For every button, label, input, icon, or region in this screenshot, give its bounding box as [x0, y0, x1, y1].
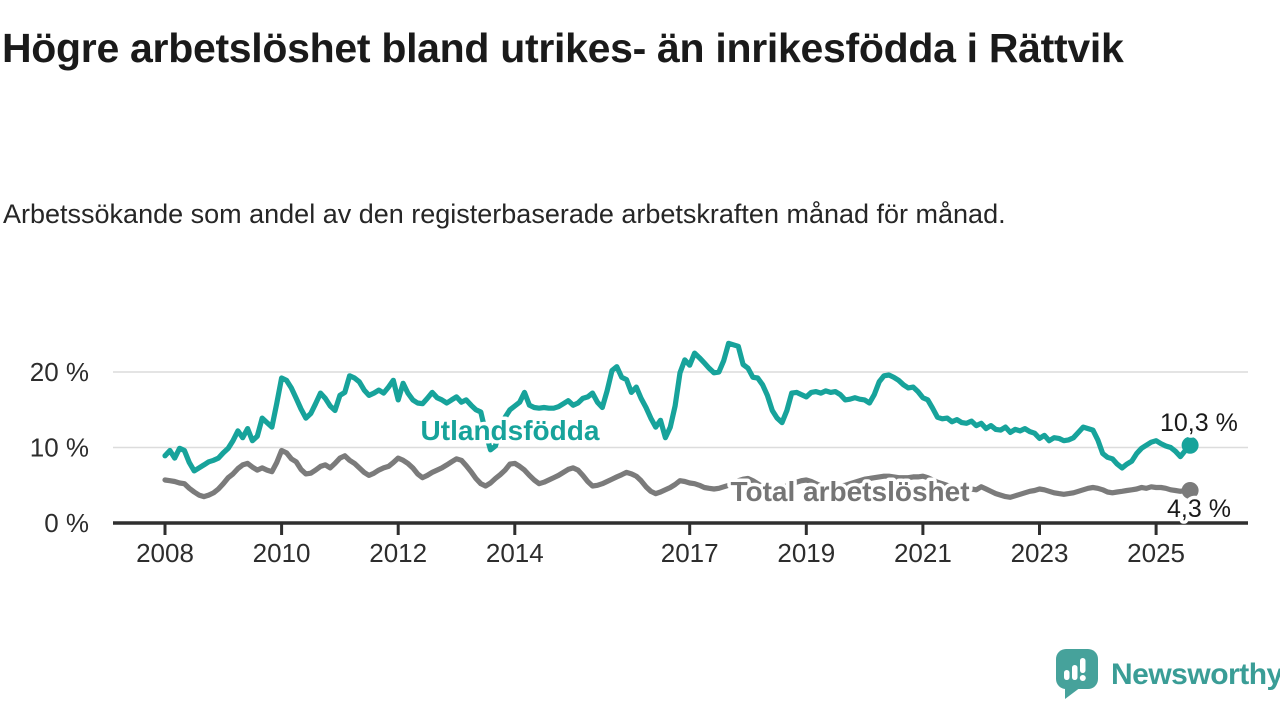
x-axis-tick-label: 2014 [486, 538, 544, 568]
page-title: Högre arbetslöshet bland utrikes- än inr… [2, 25, 1124, 71]
chart-label-layer: Utlandsfödda Total arbetslöshet 10,3 % 4… [417, 406, 1241, 527]
x-axis-tick-label: 2023 [1011, 538, 1069, 568]
x-axis-tick-label: 2021 [894, 538, 952, 568]
x-axis-tick-label: 2008 [136, 538, 194, 568]
newsworthy-brand: Newsworthy [1052, 644, 1280, 700]
series-line-total-arbetsl-shet [162, 447, 1193, 500]
x-axis-tick-label: 2012 [369, 538, 427, 568]
series-label-total-arbetsloshet: Total arbetslöshet [730, 476, 969, 507]
y-axis-tick-label: 10 % [30, 433, 89, 463]
y-axis-tick-label: 20 % [30, 357, 89, 387]
x-axis-tick-label: 2010 [253, 538, 311, 568]
series-end-dot-total-arbetsl-shet [1181, 482, 1199, 500]
series-label-utlandsfodda: Utlandsfödda [421, 415, 600, 446]
end-value-label-total: 4,3 % [1167, 495, 1231, 523]
x-axis-tick-label: 2019 [777, 538, 835, 568]
y-axis-tick-label: 0 % [44, 508, 89, 538]
x-axis-tick-label: 2025 [1127, 538, 1185, 568]
speech-bubble-bar-chart-icon [1056, 649, 1098, 699]
x-axis-tick-label: 2017 [661, 538, 719, 568]
series-line-utlandsf-dda [162, 340, 1193, 474]
end-value-label-utlandsfodda: 10,3 % [1160, 409, 1238, 437]
page-subtitle: Arbetssökande som andel av den registerb… [3, 199, 1006, 229]
brand-name: Newsworthy [1111, 658, 1280, 691]
series-end-dot-utlandsf-dda [1181, 436, 1199, 454]
